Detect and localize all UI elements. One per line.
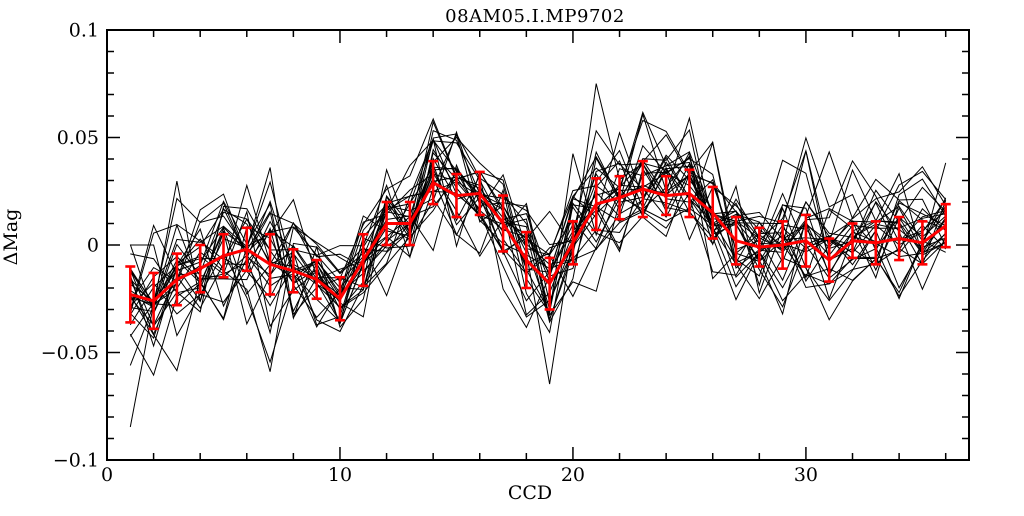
light-curve-line bbox=[129, 156, 947, 377]
light-curve-line bbox=[130, 149, 947, 328]
y-axis-label: ΔMag bbox=[0, 209, 22, 266]
plot-frame-and-ticks bbox=[106, 29, 970, 461]
light-curve-line bbox=[130, 83, 947, 337]
chart-title: 08AM05.I.MP9702 bbox=[445, 6, 625, 27]
light-curve-line bbox=[129, 136, 947, 348]
x-axis-label: CCD bbox=[508, 482, 552, 504]
light-curve-line bbox=[129, 136, 946, 314]
y-tick-label: 0 bbox=[87, 235, 99, 257]
x-tick-label: 30 bbox=[794, 464, 818, 486]
light-curve-line bbox=[129, 158, 947, 312]
light-curve-line bbox=[129, 163, 947, 364]
light-curve-line bbox=[129, 150, 947, 328]
tick-labels: 0 10 20 30 0.1 0.05 0 −0.05 −0.1 bbox=[41, 20, 818, 487]
light-curve-line bbox=[129, 120, 947, 314]
x-tick-label: 20 bbox=[561, 464, 585, 486]
mean-line bbox=[129, 180, 947, 303]
light-curve-line bbox=[129, 128, 947, 333]
mean-line-with-error-bars bbox=[125, 159, 951, 331]
y-tick-label: 0.1 bbox=[69, 20, 99, 42]
x-tick-label: 10 bbox=[328, 464, 352, 486]
x-tick-label: 0 bbox=[101, 464, 113, 486]
light-curve-line bbox=[129, 131, 947, 372]
light-curve-line bbox=[129, 149, 947, 428]
light-curve-line bbox=[129, 156, 947, 302]
light-curve-line bbox=[129, 137, 947, 340]
y-tick-label: −0.1 bbox=[53, 450, 99, 472]
y-tick-label: 0.05 bbox=[57, 127, 99, 149]
y-tick-label: −0.05 bbox=[41, 342, 99, 364]
light-curve-line bbox=[129, 112, 946, 315]
light-curve-line bbox=[130, 116, 947, 322]
light-curve-line bbox=[130, 159, 946, 329]
